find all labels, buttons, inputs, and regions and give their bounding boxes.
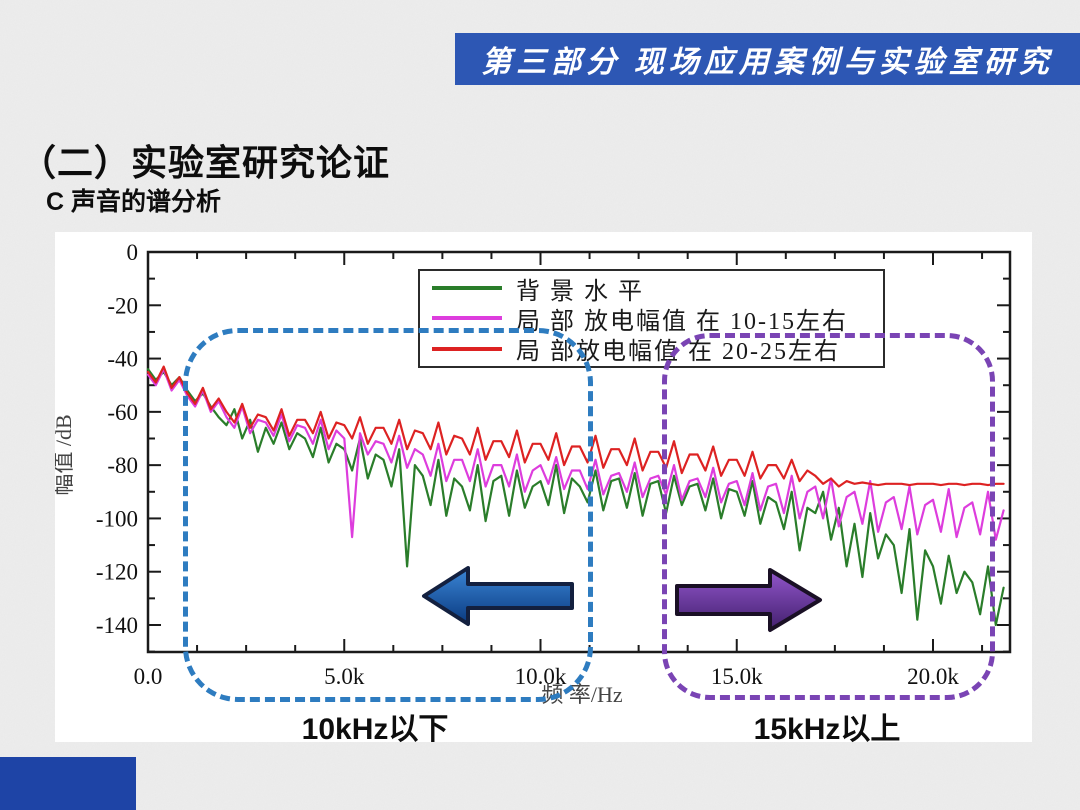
legend-line-swatch-green	[432, 286, 502, 291]
series-line	[146, 368, 1005, 541]
bottom-left-decoration-rect	[0, 757, 136, 810]
y-axis-title: 幅值 /dB	[55, 414, 76, 495]
x-tick-label: 15.0k	[711, 664, 763, 689]
y-tick-label: -80	[107, 453, 138, 478]
section-banner: 第三部分 现场应用案例与实验室研究	[455, 33, 1080, 85]
x-tick-label: 5.0k	[324, 664, 365, 689]
legend-item-background-level: 背 景 水 平	[420, 274, 883, 305]
spectrum-chart-panel: 0.0 5.0k 10.0k 15.0k 20.0k 0 -20 -40 -60 -80 -100-…	[55, 232, 1032, 746]
y-tick-label: -120	[96, 560, 138, 585]
high-frequency-dashed-box	[662, 333, 995, 700]
left-arrow	[422, 566, 574, 626]
y-tick-label: -100	[96, 506, 138, 531]
high-frequency-range-label: 15kHz以上	[753, 713, 901, 746]
section-banner-title: 第三部分 现场应用案例与实验室研究	[481, 46, 1054, 79]
series-line	[146, 368, 1005, 627]
y-tick-label: -140	[96, 613, 138, 638]
legend-line-swatch-red	[432, 346, 502, 351]
legend-label: 背 景 水 平	[516, 278, 644, 305]
legend-label: 局 部 放电幅值 在 10-15左右	[516, 308, 848, 335]
legend-item-pd-10-15: 局 部 放电幅值 在 10-15左右	[420, 304, 883, 335]
low-frequency-range-label: 10kHz以下	[301, 713, 449, 746]
right-arrow	[675, 568, 822, 632]
y-tick-label: -60	[107, 400, 138, 425]
series-line	[146, 365, 1005, 488]
y-tick-label: -40	[107, 347, 138, 372]
page-subtitle: C 声音的谱分析	[46, 188, 222, 216]
x-tick-label: 0.0	[134, 664, 163, 689]
spectrum-chart: 0.0 5.0k 10.0k 15.0k 20.0k0-20-40-60-80-100-…	[55, 240, 1012, 707]
low-frequency-dashed-box	[183, 328, 593, 702]
legend-line-swatch-magenta	[432, 316, 502, 321]
page-title: （二）实验室研究论证	[20, 142, 391, 183]
y-tick-label: 0	[127, 240, 139, 265]
y-tick-label: -20	[107, 293, 138, 318]
